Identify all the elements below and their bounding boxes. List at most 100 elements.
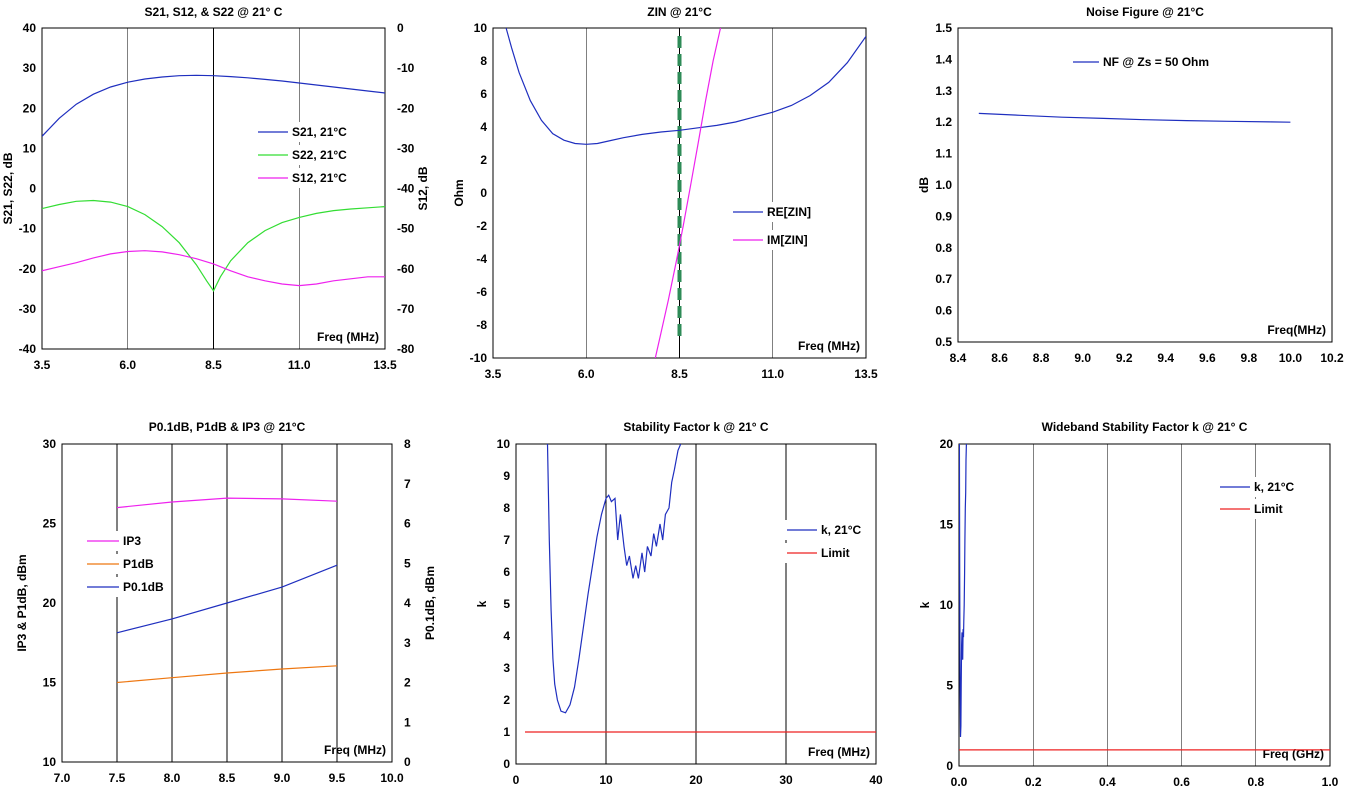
y-tick-label: 10 [43,755,57,769]
y-tick-label: 9 [503,469,510,483]
y-axis-label: IP3 & P1dB, dBm [15,554,29,651]
x-tick-label: 6.0 [578,367,595,381]
y-tick-label: 0.8 [935,241,952,255]
series-line-IP3 [116,497,338,509]
y-tick-label: 0.6 [935,304,952,318]
x-tick-label: 0.6 [1173,775,1190,789]
series-line-P1dB [116,665,338,684]
x-tick-label: 6.0 [119,358,136,372]
chart-nf: Noise Figure @ 21°C 8.4 8.6 8.8 9.0 9.2 9.4 9.6… [917,5,1344,365]
y2-tick-label: 5 [404,556,411,570]
x-tick-label: 8.8 [1033,351,1050,365]
x-tick-label: 9.4 [1157,351,1174,365]
x-tick-label: 8.0 [164,771,181,785]
chart-title: S21, S12, & S22 @ 21° C [145,5,283,19]
chart-title: Stability Factor k @ 21° C [623,420,769,434]
chart-k_narrow: Stability Factor k @ 21° C 0 10 20 30 40 0 1 2 3 4… [475,420,883,787]
plot-area [958,443,1331,767]
y2-axis-label: S12, dB [416,166,430,210]
y-tick-label: 0 [503,757,510,771]
x-tick-label: 30 [779,773,793,787]
x-tick-label: 9.6 [1199,351,1216,365]
y-axis-label: dB [917,177,931,193]
y-tick-label: 1.1 [935,147,952,161]
x-tick-label: 0.4 [1099,775,1116,789]
series-line-P0.1dB [116,564,338,634]
legend-label: IM[ZIN] [767,233,808,247]
x-tick-label: 7.0 [54,771,71,785]
legend-bg [1216,499,1290,519]
x-tick-label: 9.0 [274,771,291,785]
x-tick-label: 10.0 [380,771,404,785]
y-tick-label: 30 [43,437,57,451]
y2-tick-label: 0 [397,21,404,35]
chart-k_wide: Wideband Stability Factor k @ 21° C 0.0 0.… [918,420,1339,789]
y-tick-label: 10 [474,21,488,35]
x-tick-label: 7.5 [109,771,126,785]
y-tick-label: 1.4 [935,52,952,66]
x-tick-label: 9.2 [1116,351,1133,365]
y-tick-label: 0.5 [935,335,952,349]
legend-bg [83,577,167,597]
legend-label: P0.1dB [123,580,164,594]
x-tick-label: 9.5 [329,771,346,785]
x-tick-label: 0.0 [951,775,968,789]
legend-label: P1dB [123,557,154,571]
y-tick-label: -8 [476,318,487,332]
legend-label: Limit [821,546,850,560]
y-tick-label: 20 [940,437,954,451]
y-tick-label: 6 [480,87,487,101]
x-axis-label: Freq (GHz) [1263,747,1324,761]
chart-power: P0.1dB, P1dB & IP3 @ 21°C 7.0 7.5 8.0 8.5 9.0… [15,420,437,785]
y-tick-label: 6 [503,565,510,579]
legend-label: Limit [1254,502,1283,516]
x-tick-label: 9.8 [1241,351,1258,365]
x-tick-label: 8.6 [991,351,1008,365]
y-tick-label: 0 [946,759,953,773]
y2-tick-label: 1 [404,715,411,729]
y2-tick-label: 2 [404,676,411,690]
y2-tick-label: -20 [397,101,415,115]
x-tick-label: 0.8 [1247,775,1264,789]
x-tick-label: 8.4 [950,351,967,365]
y2-tick-label: -10 [397,61,415,75]
y-tick-label: 0 [480,186,487,200]
x-tick-label: 1.0 [1322,775,1339,789]
y-axis-label: k [918,601,932,608]
y-tick-label: 8 [480,54,487,68]
y-tick-label: -30 [19,302,37,316]
series-line-S12, 21°C [42,250,385,287]
y-tick-label: 2 [480,153,487,167]
x-tick-label: 11.0 [288,358,311,372]
series-line-k, 21°C [959,444,967,738]
y2-tick-label: 0 [404,755,411,769]
y-tick-label: 1 [503,725,510,739]
legend-label: IP3 [123,534,141,548]
y-tick-label: 8 [503,501,510,515]
legend-bg [254,168,360,188]
x-tick-label: 3.5 [34,358,51,372]
legend-label: S21, 21°C [292,125,347,139]
y2-axis-label: P0.1dB, dBm [423,566,437,640]
y-tick-label: 7 [503,533,510,547]
x-tick-label: 13.5 [854,367,878,381]
chart-s_params: S21, S12, & S22 @ 21° C 3.5 6.0 8.5 11.0 13.5… [1,5,430,372]
x-tick-label: 8.5 [205,358,222,372]
y2-tick-label: 3 [404,636,411,650]
y-tick-label: 0.9 [935,209,952,223]
y2-tick-label: -80 [397,342,415,356]
chart-zin: ZIN @ 21°C 3.5 6.0 8.5 11.0 13.5 -10 -8 -6 -4 -2 0 2… [452,5,878,381]
y-tick-label: 3 [503,661,510,675]
x-tick-label: 8.5 [671,367,688,381]
y-tick-label: 1.2 [935,115,952,129]
x-tick-label: 11.0 [761,367,784,381]
series-line-NF @ Zs = 50 Ohm [978,112,1291,123]
y-axis-label: S21, S22, dB [1,152,15,224]
x-tick-label: 40 [869,773,883,787]
y-tick-label: 40 [23,21,37,35]
x-tick-label: 8.5 [219,771,236,785]
x-tick-label: 20 [689,773,703,787]
x-tick-label: 0 [513,773,520,787]
